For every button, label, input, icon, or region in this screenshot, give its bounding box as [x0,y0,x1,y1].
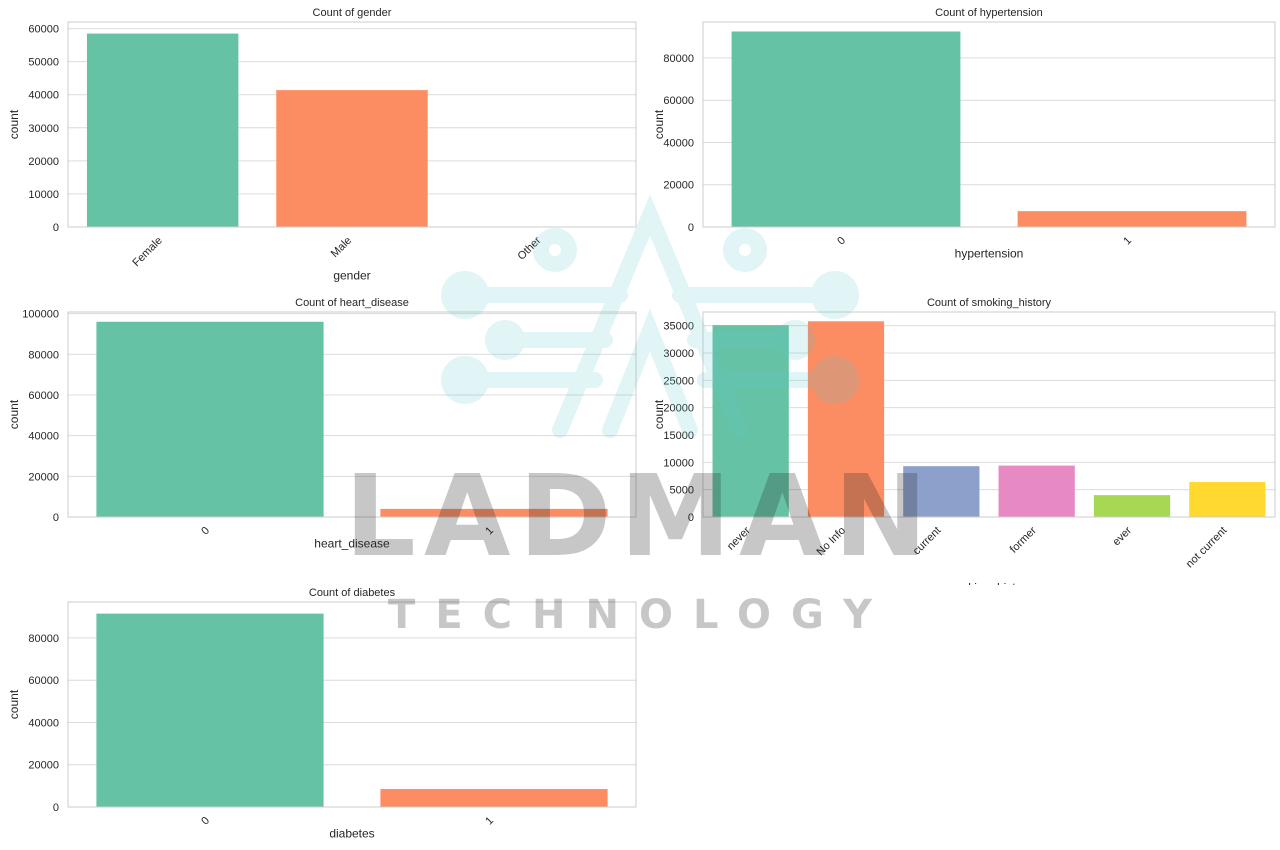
chart-gender: Count of gender 0 10000 20000 30000 40000 5000… [7,7,637,282]
y-axis-label: count [652,399,666,429]
bar-never [712,325,789,517]
y-tick-label: 80000 [663,53,694,65]
axes-frame [702,311,1276,518]
y-axis-label: count [652,109,666,139]
x-tick-label: not current [1184,525,1230,571]
bar-1 [380,508,608,517]
bar-male [276,90,428,227]
chart-hypertension: Count of hypertension 0 20000 40000 60000 800… [652,7,1276,260]
y-tick-label: 25000 [663,375,694,387]
y-tick-label: 20000 [28,156,59,168]
x-tick-label: 1 [483,525,496,538]
bar-former [998,465,1075,517]
y-tick-label: 0 [688,222,694,234]
bar-0 [96,321,324,517]
y-tick-label: 20000 [663,403,694,415]
y-tick-label: 60000 [663,95,694,107]
y-tick-label: 40000 [28,431,59,443]
y-tick-label: 35000 [663,321,694,333]
x-tick-label: Male [329,235,354,260]
x-tick-label: current [911,525,944,558]
y-tick-label: 60000 [28,390,59,402]
y-axis-label: count [7,689,21,719]
bar-1 [380,789,608,807]
x-axis-label: diabetes [329,826,374,840]
x-axis-label: heart_disease [314,536,390,550]
y-tick-label: 0 [53,802,59,814]
y-tick-label: 40000 [663,137,694,149]
y-tick-label: 10000 [28,189,59,201]
bar-0 [731,31,961,227]
bar-1 [1017,211,1247,227]
y-tick-label: 20000 [28,760,59,772]
bar-no-info [807,321,885,517]
x-tick-label: 0 [199,815,212,828]
x-tick-label: Female [130,235,164,269]
y-tick-label: 0 [53,222,59,234]
y-tick-label: 40000 [28,717,59,729]
chart-title: Count of hypertension [935,7,1043,19]
bar-0 [96,613,324,807]
y-tick-label: 20000 [663,180,694,192]
y-tick-label: 80000 [28,633,59,645]
y-tick-label: 0 [688,512,694,524]
chart-title: Count of gender [313,7,392,19]
x-axis-label: smoking_history [946,580,1033,585]
x-tick-label: 1 [1121,235,1134,248]
x-tick-label: No Info [815,525,849,559]
chart-smoking-history: Count of smoking_history 0 5000 10000 15000 2… [652,297,1276,585]
x-tick-label: former [1008,524,1039,555]
bar-not-current [1189,482,1266,517]
chart-heart-disease: Count of heart_disease 0 20000 40000 60000 80… [7,297,637,550]
y-tick-label: 80000 [28,349,59,361]
bar-female [86,33,239,227]
y-tick-label: 5000 [670,485,694,497]
axes-frame [67,21,637,228]
x-axis-label: gender [333,268,370,282]
x-tick-label: ever [1110,524,1134,548]
y-tick-label: 60000 [28,675,59,687]
y-axis-label: count [7,399,21,429]
chart-diabetes: Count of diabetes 0 20000 40000 60000 80000 0 1… [7,587,637,840]
x-tick-label: 0 [199,525,212,538]
chart-title: Count of heart_disease [295,297,409,309]
y-tick-label: 30000 [28,123,59,135]
y-tick-label: 40000 [28,90,59,102]
x-axis-label: hypertension [955,246,1024,260]
x-tick-label: Other [516,234,544,262]
y-tick-label: 100000 [22,309,59,321]
y-tick-label: 30000 [663,348,694,360]
x-tick-label: never [725,524,753,552]
axes-frame [67,311,637,518]
chart-title: Count of diabetes [309,587,396,599]
y-tick-label: 50000 [28,57,59,69]
bar-current [903,466,980,517]
y-tick-label: 20000 [28,471,59,483]
y-tick-label: 10000 [663,457,694,469]
x-tick-label: 0 [835,235,848,248]
y-axis-label: count [7,109,21,139]
bar-ever [1093,495,1171,517]
x-tick-label: 1 [483,815,496,828]
y-tick-label: 60000 [28,24,59,36]
axes-frame [67,601,637,808]
y-tick-label: 15000 [663,430,694,442]
chart-title: Count of smoking_history [927,297,1052,309]
y-tick-label: 0 [53,512,59,524]
axes-frame [702,21,1276,228]
